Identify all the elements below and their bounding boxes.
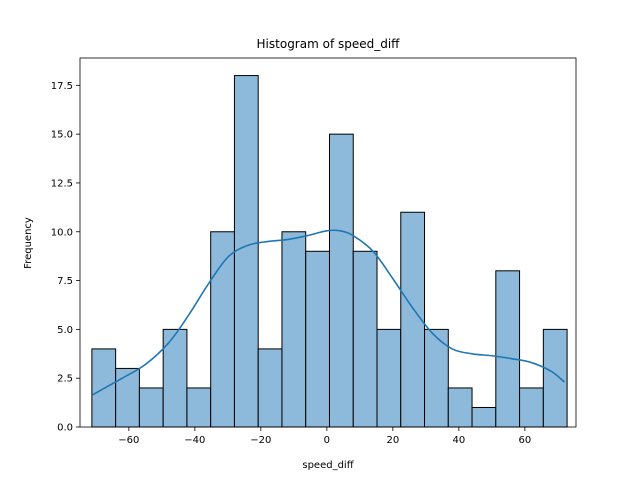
x-tick-label: −20 <box>250 435 271 446</box>
histogram-bar <box>447 387 473 428</box>
x-tick-label: −40 <box>184 435 205 446</box>
histogram-bar <box>352 250 378 428</box>
y-tick-label: 7.5 <box>57 276 73 287</box>
y-tick-label: 5.0 <box>57 325 73 336</box>
histogram-bar <box>138 387 164 428</box>
plot-frame <box>79 57 577 428</box>
histogram-bar <box>281 231 307 428</box>
histogram-bar <box>115 367 140 428</box>
y-tick-label: 10.0 <box>51 227 73 238</box>
x-axis-title: speed_diff <box>302 460 354 471</box>
y-axis: 0.0 2.5 5.0 7.5 10.0 12.5 15.0 17.5 <box>51 81 80 434</box>
histogram-bar <box>542 328 568 428</box>
histogram-bar <box>471 406 497 428</box>
y-tick-label: 0.0 <box>57 423 73 434</box>
kde-group <box>92 229 565 396</box>
histogram-bar <box>519 387 544 428</box>
kde-line <box>92 229 565 396</box>
histogram-bar <box>376 328 402 428</box>
x-tick-label: 20 <box>386 435 399 446</box>
y-tick-label: 12.5 <box>51 178 73 189</box>
x-axis: −60 −40 −20 0 20 40 60 <box>118 427 531 446</box>
x-tick-label: −60 <box>118 435 139 446</box>
y-tick-label: 15.0 <box>51 130 73 141</box>
histogram-bar <box>257 348 283 428</box>
x-tick-label: 60 <box>518 435 531 446</box>
y-axis-title: Frequency <box>23 217 34 269</box>
histogram-bar <box>186 387 212 428</box>
x-tick-label: 0 <box>324 435 330 446</box>
y-tick-label: 2.5 <box>57 374 73 385</box>
histogram-bar <box>305 250 330 428</box>
histogram-bar <box>210 231 235 428</box>
x-tick-label: 40 <box>452 435 465 446</box>
histogram-bar <box>233 75 259 428</box>
y-tick-label: 17.5 <box>51 81 73 92</box>
chart-title: Histogram of speed_diff <box>257 37 401 51</box>
histogram-bar <box>328 133 354 428</box>
histogram-bar <box>495 270 521 428</box>
